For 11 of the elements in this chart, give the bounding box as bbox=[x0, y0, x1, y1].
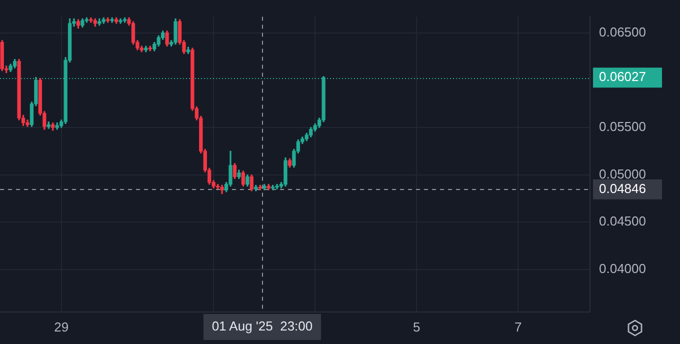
x-tick-label: 5 bbox=[412, 319, 420, 334]
y-tick-label: 0.04500 bbox=[599, 214, 646, 229]
y-tick-label: 0.06500 bbox=[599, 24, 646, 40]
y-tick-label: 0.04000 bbox=[599, 261, 646, 276]
ref-line-label: 0.06027 bbox=[599, 69, 646, 84]
x-tick-label: 7 bbox=[514, 319, 522, 334]
ref-line-label: 01 Aug '25 23:00 bbox=[212, 318, 313, 334]
ref-line-label: 0.04846 bbox=[599, 180, 646, 196]
y-tick-label: 0.05500 bbox=[599, 119, 646, 134]
y-tick-label: 0.05000 bbox=[599, 166, 646, 182]
x-tick-label: 29 bbox=[54, 319, 69, 334]
